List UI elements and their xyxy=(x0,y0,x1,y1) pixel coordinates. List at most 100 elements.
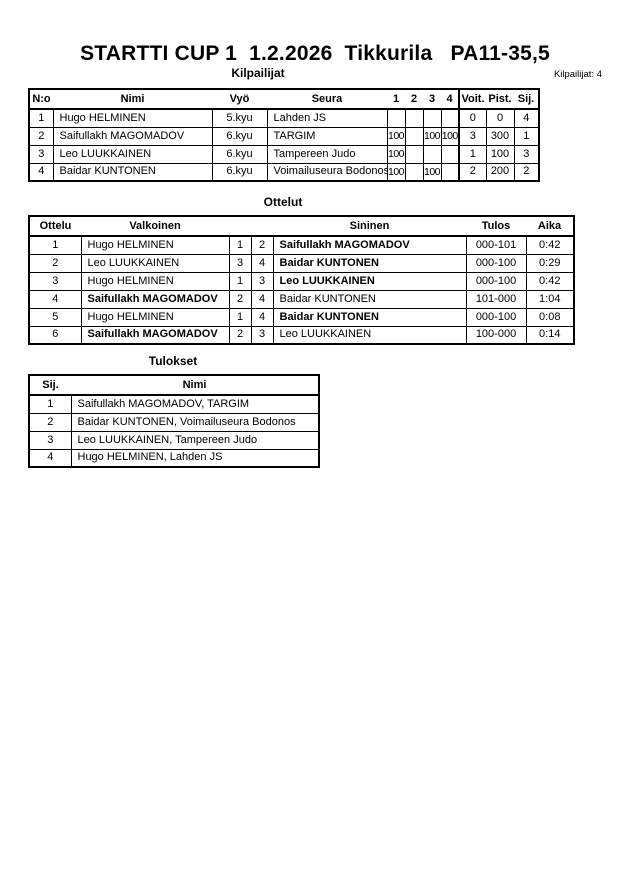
competitor-club: Lahden JS xyxy=(266,108,388,128)
white-competitor-name: Leo LUUKKAINEN xyxy=(80,253,230,273)
competitor-belt: 5.kyu xyxy=(211,108,268,128)
competitor-count-label: Kilpailijat: 4 xyxy=(553,69,602,80)
competitor-no: 4 xyxy=(28,162,54,182)
competitor-name: Baidar KUNTONEN xyxy=(52,162,213,182)
col-header-match: Ottelu xyxy=(29,216,81,237)
round-score: 100 xyxy=(386,126,406,146)
blue-competitor-name: Baidar KUNTONEN xyxy=(272,307,467,327)
match-time: 0:14 xyxy=(525,325,575,345)
competitor-belt: 6.kyu xyxy=(211,162,268,182)
competitor-place: 2 xyxy=(513,162,540,182)
col-header-place: Sij. xyxy=(514,89,539,110)
competitor-row: 1 Hugo HELMINEN 5.kyu Lahden JS 0 0 4 xyxy=(28,108,540,128)
competitor-row: 2 Saifullakh MAGOMADOV 6.kyu TARGIM 100 … xyxy=(28,126,540,146)
competitor-belt: 6.kyu xyxy=(211,144,268,164)
white-competitor-no: 1 xyxy=(228,235,252,255)
competitor-club: Voimailuseura Bodonos xyxy=(266,162,388,182)
round-score xyxy=(440,108,460,128)
round-score xyxy=(422,108,442,128)
competitor-wins: 1 xyxy=(458,144,487,164)
blue-competitor-name: Saifullakh MAGOMADOV xyxy=(272,235,467,255)
round-score: 100 xyxy=(386,144,406,164)
match-time: 0:42 xyxy=(525,271,575,291)
competitors-table: N:o Nimi Vyö Seura 1 2 3 4 Voit. Pist. S… xyxy=(28,88,540,182)
col-header-r3: 3 xyxy=(423,89,441,110)
white-competitor-name: Hugo HELMINEN xyxy=(80,235,230,255)
blue-competitor-no: 4 xyxy=(250,307,274,327)
round-score xyxy=(404,126,424,146)
white-competitor-name: Hugo HELMINEN xyxy=(80,271,230,291)
competitor-name: Leo LUUKKAINEN xyxy=(52,144,213,164)
matches-table: Ottelu Valkoinen Sininen Tulos Aika 1 Hu… xyxy=(28,215,575,345)
match-number: 3 xyxy=(28,271,82,291)
white-competitor-name: Saifullakh MAGOMADOV xyxy=(80,325,230,345)
white-competitor-no: 1 xyxy=(228,307,252,327)
result-place: 4 xyxy=(28,448,72,468)
page-title: STARTTI CUP 1 1.2.2026 Tikkurila PA11-35… xyxy=(80,42,550,65)
round-score: 100 xyxy=(386,162,406,182)
competitor-name: Saifullakh MAGOMADOV xyxy=(52,126,213,146)
match-result: 000-100 xyxy=(465,253,527,273)
match-result: 000-100 xyxy=(465,271,527,291)
match-number: 4 xyxy=(28,289,82,309)
col-header-name: Nimi xyxy=(71,375,319,396)
result-row: 2 Baidar KUNTONEN, Voimailuseura Bodonos xyxy=(28,412,320,432)
competitor-row: 4 Baidar KUNTONEN 6.kyu Voimailuseura Bo… xyxy=(28,162,540,182)
col-header-blue-no xyxy=(251,216,273,237)
round-score xyxy=(404,144,424,164)
col-header-time: Aika xyxy=(526,216,574,237)
competitor-no: 3 xyxy=(28,144,54,164)
competitor-wins: 0 xyxy=(458,108,487,128)
round-score xyxy=(422,144,442,164)
col-header-r4: 4 xyxy=(441,89,459,110)
competitor-wins: 3 xyxy=(458,126,487,146)
match-row: 1 Hugo HELMINEN 1 2 Saifullakh MAGOMADOV… xyxy=(28,235,575,255)
competitor-club: Tampereen Judo xyxy=(266,144,388,164)
match-result: 100-000 xyxy=(465,325,527,345)
competitor-points: 300 xyxy=(485,126,515,146)
match-time: 0:08 xyxy=(525,307,575,327)
match-result: 000-100 xyxy=(465,307,527,327)
col-header-result: Tulos xyxy=(466,216,526,237)
blue-competitor-name: Baidar KUNTONEN xyxy=(272,289,467,309)
competitor-points: 200 xyxy=(485,162,515,182)
match-time: 1:04 xyxy=(525,289,575,309)
white-competitor-no: 2 xyxy=(228,289,252,309)
match-time: 0:42 xyxy=(525,235,575,255)
blue-competitor-name: Leo LUUKKAINEN xyxy=(272,325,467,345)
results-table: Sij. Nimi 1 Saifullakh MAGOMADOV, TARGIM… xyxy=(28,374,320,468)
white-competitor-name: Saifullakh MAGOMADOV xyxy=(80,289,230,309)
col-header-club: Seura xyxy=(267,89,387,110)
white-competitor-no: 2 xyxy=(228,325,252,345)
competitor-points: 0 xyxy=(485,108,515,128)
result-name: Hugo HELMINEN, Lahden JS xyxy=(70,448,320,468)
match-result: 101-000 xyxy=(465,289,527,309)
round-score: 100 xyxy=(440,126,460,146)
matches-section-title: Ottelut xyxy=(263,195,303,209)
result-row: 4 Hugo HELMINEN, Lahden JS xyxy=(28,448,320,468)
result-place: 1 xyxy=(28,394,72,414)
col-header-r2: 2 xyxy=(405,89,423,110)
result-row: 3 Leo LUUKKAINEN, Tampereen Judo xyxy=(28,430,320,450)
round-score: 100 xyxy=(422,162,442,182)
white-competitor-no: 1 xyxy=(228,271,252,291)
col-header-place: Sij. xyxy=(29,375,71,396)
col-header-white-no xyxy=(229,216,251,237)
round-score xyxy=(440,162,460,182)
competitors-section-title: Kilpailijat xyxy=(231,66,285,80)
round-score xyxy=(404,108,424,128)
round-score xyxy=(440,144,460,164)
result-place: 3 xyxy=(28,430,72,450)
blue-competitor-no: 4 xyxy=(250,253,274,273)
match-number: 1 xyxy=(28,235,82,255)
match-result: 000-101 xyxy=(465,235,527,255)
white-competitor-name: Hugo HELMINEN xyxy=(80,307,230,327)
competitor-name: Hugo HELMINEN xyxy=(52,108,213,128)
competitor-no: 1 xyxy=(28,108,54,128)
competitor-place: 4 xyxy=(513,108,540,128)
result-place: 2 xyxy=(28,412,72,432)
result-name: Leo LUUKKAINEN, Tampereen Judo xyxy=(70,430,320,450)
match-row: 3 Hugo HELMINEN 1 3 Leo LUUKKAINEN 000-1… xyxy=(28,271,575,291)
results-section-title: Tulokset xyxy=(148,354,198,368)
